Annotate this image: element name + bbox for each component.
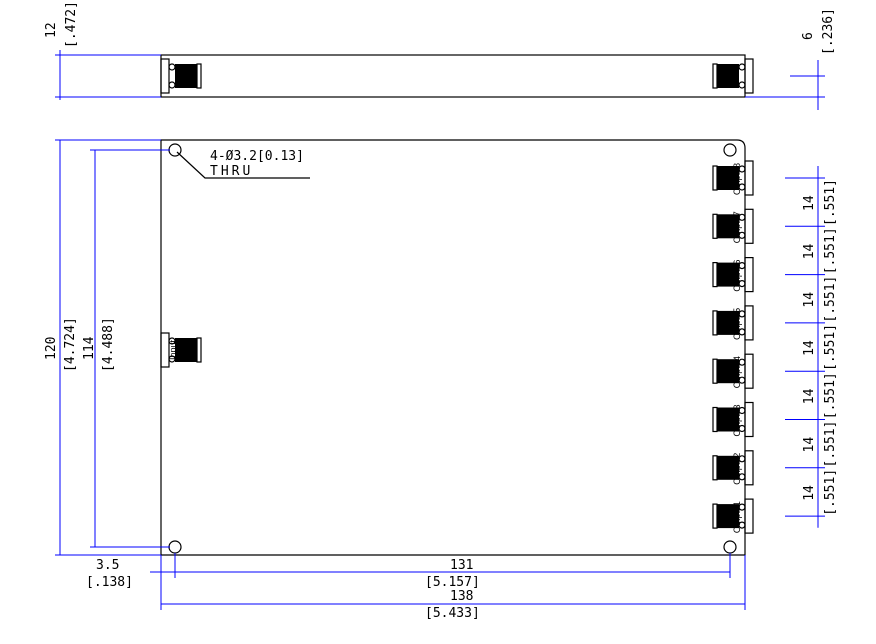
pitch-dim-text: 14 (802, 195, 817, 211)
top-height-dimension (55, 50, 161, 100)
main-body-outline (160, 139, 746, 556)
top-view: 12 [.472] 6 [.236] (44, 1, 836, 110)
pitch-dim-in-text: [.551] (823, 227, 838, 274)
pitch-dim-in-text: [.551] (823, 421, 838, 468)
output-label: Output3 (732, 404, 742, 436)
pitch-dim-in-text: [.551] (823, 276, 838, 323)
pitch-dim-text: 14 (802, 340, 817, 356)
input-connector (160, 332, 202, 368)
mounting-hole (723, 143, 737, 157)
mounting-hole (168, 540, 182, 554)
top-input-connector (160, 58, 202, 94)
hole-height-dim-text: 114 (82, 336, 97, 360)
output-label: Output6 (732, 260, 742, 292)
hole-leader (176, 151, 310, 179)
width-dim-in-text: [5.433] (425, 606, 480, 621)
output-label: Output1 (732, 501, 742, 533)
top-offset-dim-text: 6 (801, 32, 816, 40)
input-label: Input (168, 339, 178, 360)
main-view: 4-Ø3.2[0.13] THRU Input Output8 14 [.551] O… (44, 139, 838, 621)
pitch-dim-text: 14 (802, 243, 817, 259)
output-label: Output4 (732, 356, 742, 388)
hole-offset-dim-text: 3.5 (96, 558, 119, 573)
top-height-dim-text: 12 (44, 22, 59, 38)
output-label: Output7 (732, 211, 742, 243)
top-height-dim-in-text: [.472] (64, 1, 79, 48)
height-dim-text: 120 (44, 337, 59, 360)
hole-width-dim-text: 131 (450, 558, 473, 573)
height-dim-in-text: [4.724] (63, 317, 78, 372)
pitch-dim-text: 14 (802, 485, 817, 501)
top-body-outline (160, 54, 746, 98)
hole-offset-dim-in-text: [.138] (86, 575, 133, 590)
top-output-connector (712, 58, 754, 94)
pitch-dim-in-text: [.551] (823, 324, 838, 371)
hole-callout: 4-Ø3.2[0.13] (210, 149, 304, 164)
pitch-dim-text: 14 (802, 292, 817, 308)
output-label: Output2 (732, 453, 742, 485)
top-offset-dim-in-text: [.236] (821, 8, 836, 55)
hole-callout-thru: THRU (210, 164, 253, 179)
top-offset-dimension (745, 60, 825, 110)
hole-width-dim-in-text: [5.157] (425, 575, 480, 590)
pitch-dim-in-text: [.551] (823, 469, 838, 516)
pitch-dim-in-text: [.551] (823, 179, 838, 226)
output-label: Output5 (732, 308, 742, 340)
hole-height-dim-in-text: [4.488] (101, 317, 116, 372)
pitch-dim-text: 14 (802, 388, 817, 404)
height-dimension (55, 139, 170, 556)
mounting-hole (723, 540, 737, 554)
pitch-dim-in-text: [.551] (823, 372, 838, 419)
pitch-dim-text: 14 (802, 437, 817, 453)
width-dim-text: 138 (450, 589, 473, 604)
width-dimension (150, 553, 746, 610)
output-label: Output8 (732, 163, 742, 195)
